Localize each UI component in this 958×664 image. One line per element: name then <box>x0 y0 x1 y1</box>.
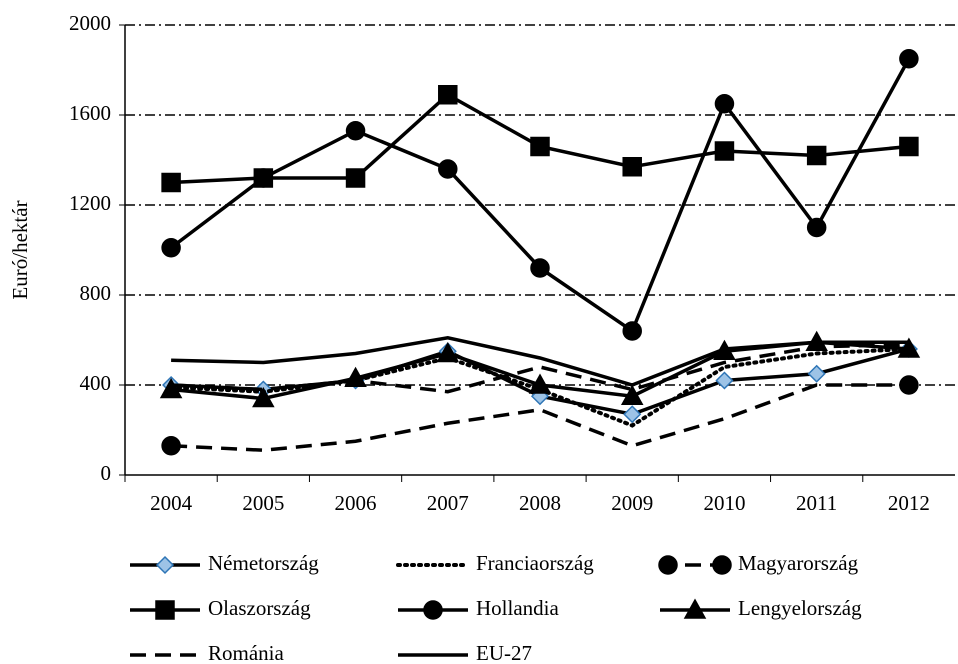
marker <box>622 321 642 341</box>
marker <box>155 555 175 575</box>
legend-label: Magyarország <box>738 551 859 575</box>
marker <box>899 136 919 157</box>
y-tick-label: 400 <box>80 371 112 395</box>
marker <box>161 436 181 456</box>
marker <box>897 337 921 358</box>
marker <box>423 600 443 620</box>
marker <box>658 555 678 575</box>
marker <box>438 85 458 105</box>
legend-label: Olaszország <box>208 596 311 620</box>
marker <box>806 145 827 166</box>
marker <box>807 364 826 383</box>
marker <box>714 94 735 114</box>
marker <box>159 377 183 399</box>
x-tick-label: 2010 <box>703 491 745 515</box>
marker <box>253 168 274 188</box>
marker <box>715 371 734 390</box>
marker <box>899 375 919 395</box>
marker <box>252 386 275 408</box>
marker <box>530 258 550 278</box>
x-tick-label: 2007 <box>427 491 469 515</box>
marker <box>712 555 732 575</box>
x-tick-label: 2004 <box>150 491 193 515</box>
marker <box>620 384 644 405</box>
marker <box>683 598 707 619</box>
series-line <box>171 383 909 453</box>
series-line <box>171 342 909 394</box>
series-line <box>170 57 911 334</box>
legend-label: Németország <box>208 551 319 575</box>
x-tick-label: 2008 <box>519 491 561 515</box>
marker <box>899 49 919 69</box>
marker <box>622 157 642 177</box>
x-tick-label: 2009 <box>611 491 653 515</box>
series-line <box>171 335 909 387</box>
marker <box>438 159 458 179</box>
marker <box>714 141 735 161</box>
x-tick-label: 2005 <box>242 491 284 515</box>
y-tick-label: 0 <box>101 461 112 485</box>
marker <box>623 405 642 424</box>
y-axis-label: Euró/hektár <box>8 200 32 299</box>
marker <box>528 373 552 394</box>
marker <box>345 121 366 141</box>
y-tick-label: 1200 <box>69 191 111 215</box>
legend-label: Románia <box>208 641 284 664</box>
marker <box>436 341 460 363</box>
marker <box>161 238 181 258</box>
legend-label: Franciaország <box>476 551 594 575</box>
marker <box>345 168 366 188</box>
legend-label: Hollandia <box>476 596 559 620</box>
x-tick-label: 2012 <box>888 491 930 515</box>
marker <box>161 172 181 193</box>
x-tick-label: 2011 <box>796 491 837 515</box>
legend-label: Lengyelország <box>738 596 862 620</box>
y-tick-label: 800 <box>80 281 112 305</box>
y-tick-label: 2000 <box>69 11 111 35</box>
legend-label: EU-27 <box>476 641 532 664</box>
marker <box>530 136 550 157</box>
y-tick-label: 1600 <box>69 101 111 125</box>
marker <box>806 217 827 238</box>
x-tick-label: 2006 <box>335 491 377 515</box>
marker <box>155 600 175 620</box>
